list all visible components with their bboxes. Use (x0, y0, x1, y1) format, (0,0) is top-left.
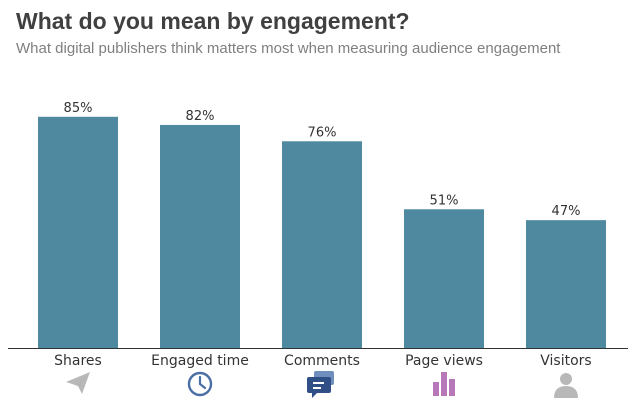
bar-chart-icon (433, 372, 455, 396)
bar-shares (38, 116, 118, 348)
bar-page-views (404, 209, 484, 348)
category-label: Visitors (540, 353, 591, 369)
chat-bubbles-icon (307, 371, 334, 398)
category-label: Shares (54, 353, 102, 369)
paper-plane-icon (66, 372, 90, 394)
value-label: 82% (186, 109, 215, 124)
chart-subtitle: What digital publishers think matters mo… (16, 40, 561, 57)
bar-comments (282, 141, 362, 348)
value-label: 85% (64, 101, 93, 116)
bar-engaged-time (160, 124, 240, 349)
chart-title: What do you mean by engagement? (16, 8, 410, 34)
clock-icon (187, 371, 213, 397)
value-label: 47% (552, 204, 581, 219)
category-label: Page views (405, 353, 483, 369)
category-label: Engaged time (151, 353, 249, 369)
value-label: 51% (430, 193, 459, 208)
category-label: Comments (284, 353, 360, 369)
bar-visitors (526, 220, 606, 348)
value-label: 76% (308, 125, 337, 140)
person-icon (554, 373, 578, 398)
